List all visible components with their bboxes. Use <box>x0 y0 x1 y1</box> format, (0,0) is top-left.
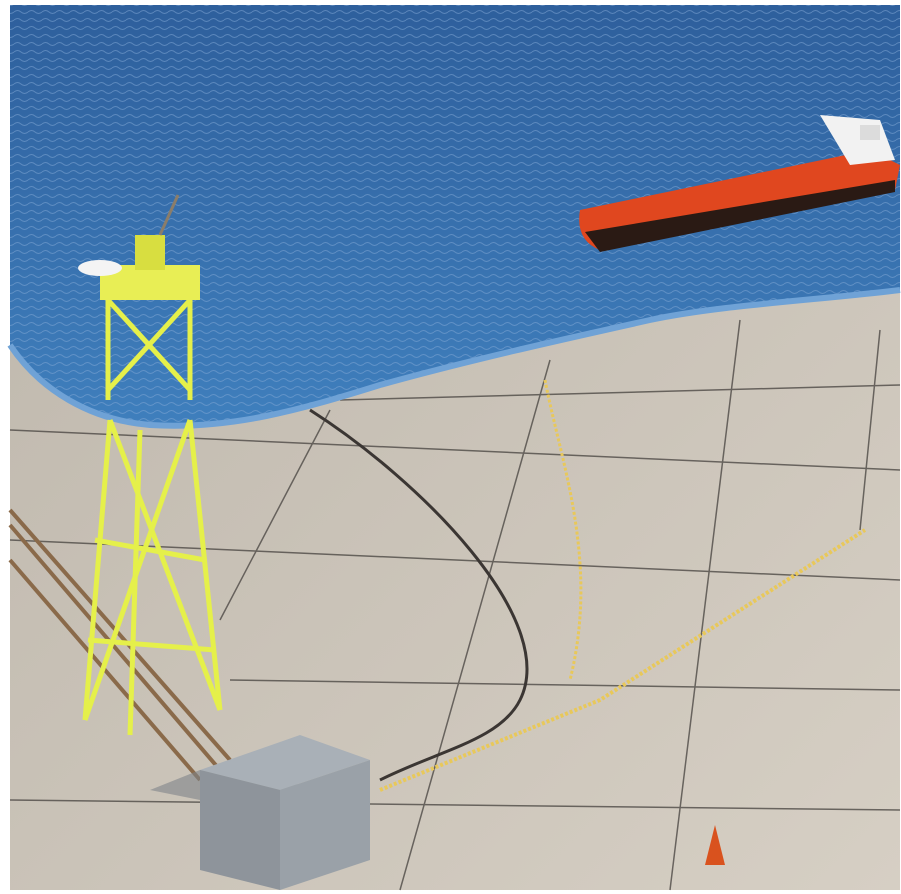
sea-waves <box>10 5 900 426</box>
sea-edge <box>7 287 901 429</box>
tanker <box>579 115 900 252</box>
subsea-structure <box>150 735 370 890</box>
pipeline <box>379 528 867 792</box>
platform-topside <box>78 194 200 300</box>
pipeline <box>543 379 583 681</box>
pipeline <box>309 408 529 782</box>
buoy <box>705 825 725 865</box>
platform-jacket <box>82 290 223 736</box>
